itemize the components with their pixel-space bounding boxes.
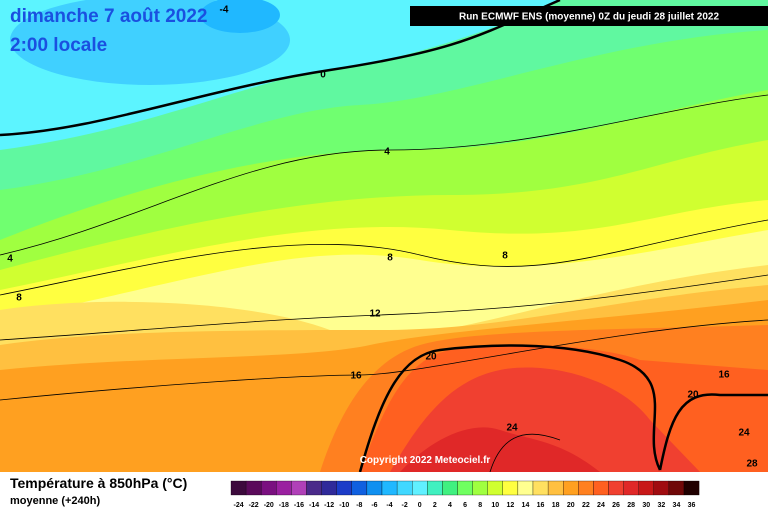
- color-bar-label: 34: [673, 502, 681, 509]
- color-swatch: [683, 480, 700, 496]
- color-swatch: [608, 480, 624, 496]
- contours: [0, 0, 768, 473]
- color-bar-label: 2: [433, 502, 437, 509]
- color-swatch: [668, 480, 685, 496]
- color-swatch: [351, 480, 368, 496]
- color-bar-label: 36: [688, 502, 696, 509]
- color-swatch: [502, 480, 519, 496]
- legend-title: Température à 850hPa (°C): [10, 475, 187, 491]
- color-swatch: [412, 480, 428, 496]
- run-info: Run ECMWF ENS (moyenne) 0Z du jeudi 28 j…: [459, 12, 719, 23]
- color-bar-label: 4: [448, 502, 452, 509]
- color-bar-label: -14: [309, 502, 319, 509]
- copyright: Copyright 2022 Meteociel.fr: [360, 455, 491, 466]
- color-bar-label: 24: [597, 502, 605, 509]
- contour-label: 8: [502, 251, 508, 262]
- color-swatch: [457, 480, 473, 496]
- color-bar-label: 18: [552, 502, 560, 509]
- contour-label: 24: [738, 428, 750, 439]
- color-bar-label: 10: [491, 502, 499, 509]
- color-bar-label: 14: [522, 502, 530, 509]
- color-swatch: [517, 480, 534, 496]
- contour-label: 16: [718, 370, 730, 381]
- contour-label: -4: [220, 5, 229, 16]
- color-swatch: [245, 480, 262, 496]
- color-bar-label: 30: [642, 502, 650, 509]
- color-swatch: [261, 480, 277, 496]
- color-swatch: [547, 480, 564, 496]
- color-bar-label: 6: [463, 502, 467, 509]
- contour-label: 4: [7, 254, 13, 265]
- color-swatch: [321, 480, 337, 496]
- color-bar-label: -24: [233, 502, 243, 509]
- color-swatch: [442, 480, 458, 496]
- color-bar-label: 8: [478, 502, 482, 509]
- color-swatch: [472, 480, 488, 496]
- contour-label: 16: [350, 371, 362, 382]
- map-title: dimanche 7 août 2022: [10, 6, 207, 27]
- map-subtitle: 2:00 locale: [10, 35, 107, 56]
- contour-label: 4: [384, 147, 390, 158]
- contour-label: 8: [16, 293, 22, 304]
- color-bar-label: 26: [612, 502, 620, 509]
- color-swatch: [593, 480, 609, 496]
- color-swatch: [578, 480, 594, 496]
- contour-label: 28: [746, 459, 758, 470]
- color-swatch: [532, 480, 549, 496]
- color-swatch: [366, 480, 383, 496]
- color-bar-label: 20: [567, 502, 575, 509]
- color-swatch: [276, 480, 292, 496]
- contour-label: 12: [369, 309, 381, 320]
- color-bar-label: -18: [279, 502, 289, 509]
- contour-label: 0: [320, 70, 326, 81]
- color-swatch: [427, 480, 443, 496]
- color-swatch: [638, 480, 654, 496]
- color-bar-label: -6: [371, 502, 377, 509]
- color-bar-label: -10: [339, 502, 349, 509]
- run-box: [410, 6, 768, 26]
- color-swatch: [381, 480, 398, 496]
- color-bar-label: -16: [294, 502, 304, 509]
- color-bar-label: -12: [324, 502, 334, 509]
- color-bar-label: 22: [582, 502, 590, 509]
- color-bar-label: -2: [402, 502, 408, 509]
- contour-label: 8: [387, 253, 393, 264]
- color-swatch: [230, 480, 247, 496]
- legend-subtitle: moyenne (+240h): [10, 495, 101, 507]
- contour-label: 20: [425, 352, 437, 363]
- color-swatch: [396, 480, 413, 496]
- color-swatch: [563, 480, 579, 496]
- contour-label: 20: [687, 390, 699, 401]
- temperature-field: [0, 0, 768, 472]
- color-bar-label: 0: [418, 502, 422, 509]
- color-bar-label: -4: [386, 502, 392, 509]
- color-swatch: [653, 480, 670, 496]
- color-bar: -24 -22 -20 -18 -16 -14 -12 -10 -8 -6 -4 -2 0 2 4 6 8 10 1…: [230, 480, 700, 509]
- color-swatch: [487, 480, 503, 496]
- color-swatch: [291, 480, 307, 496]
- color-bar-label: 28: [627, 502, 635, 509]
- color-bar-label: -20: [264, 502, 274, 509]
- color-bar-label: 12: [506, 502, 514, 509]
- color-swatch: [336, 480, 352, 496]
- color-swatch: [623, 480, 639, 496]
- contour-labels: -4 0 4 8 12 16 20 24 4 8 8 16 20 24 28: [7, 5, 758, 470]
- contour-label: 24: [506, 423, 518, 434]
- color-bar-label: -22: [249, 502, 259, 509]
- color-swatch: [306, 480, 322, 496]
- color-bar-label: 16: [537, 502, 545, 509]
- color-bar-label: 32: [657, 502, 665, 509]
- color-bar-label: -8: [356, 502, 362, 509]
